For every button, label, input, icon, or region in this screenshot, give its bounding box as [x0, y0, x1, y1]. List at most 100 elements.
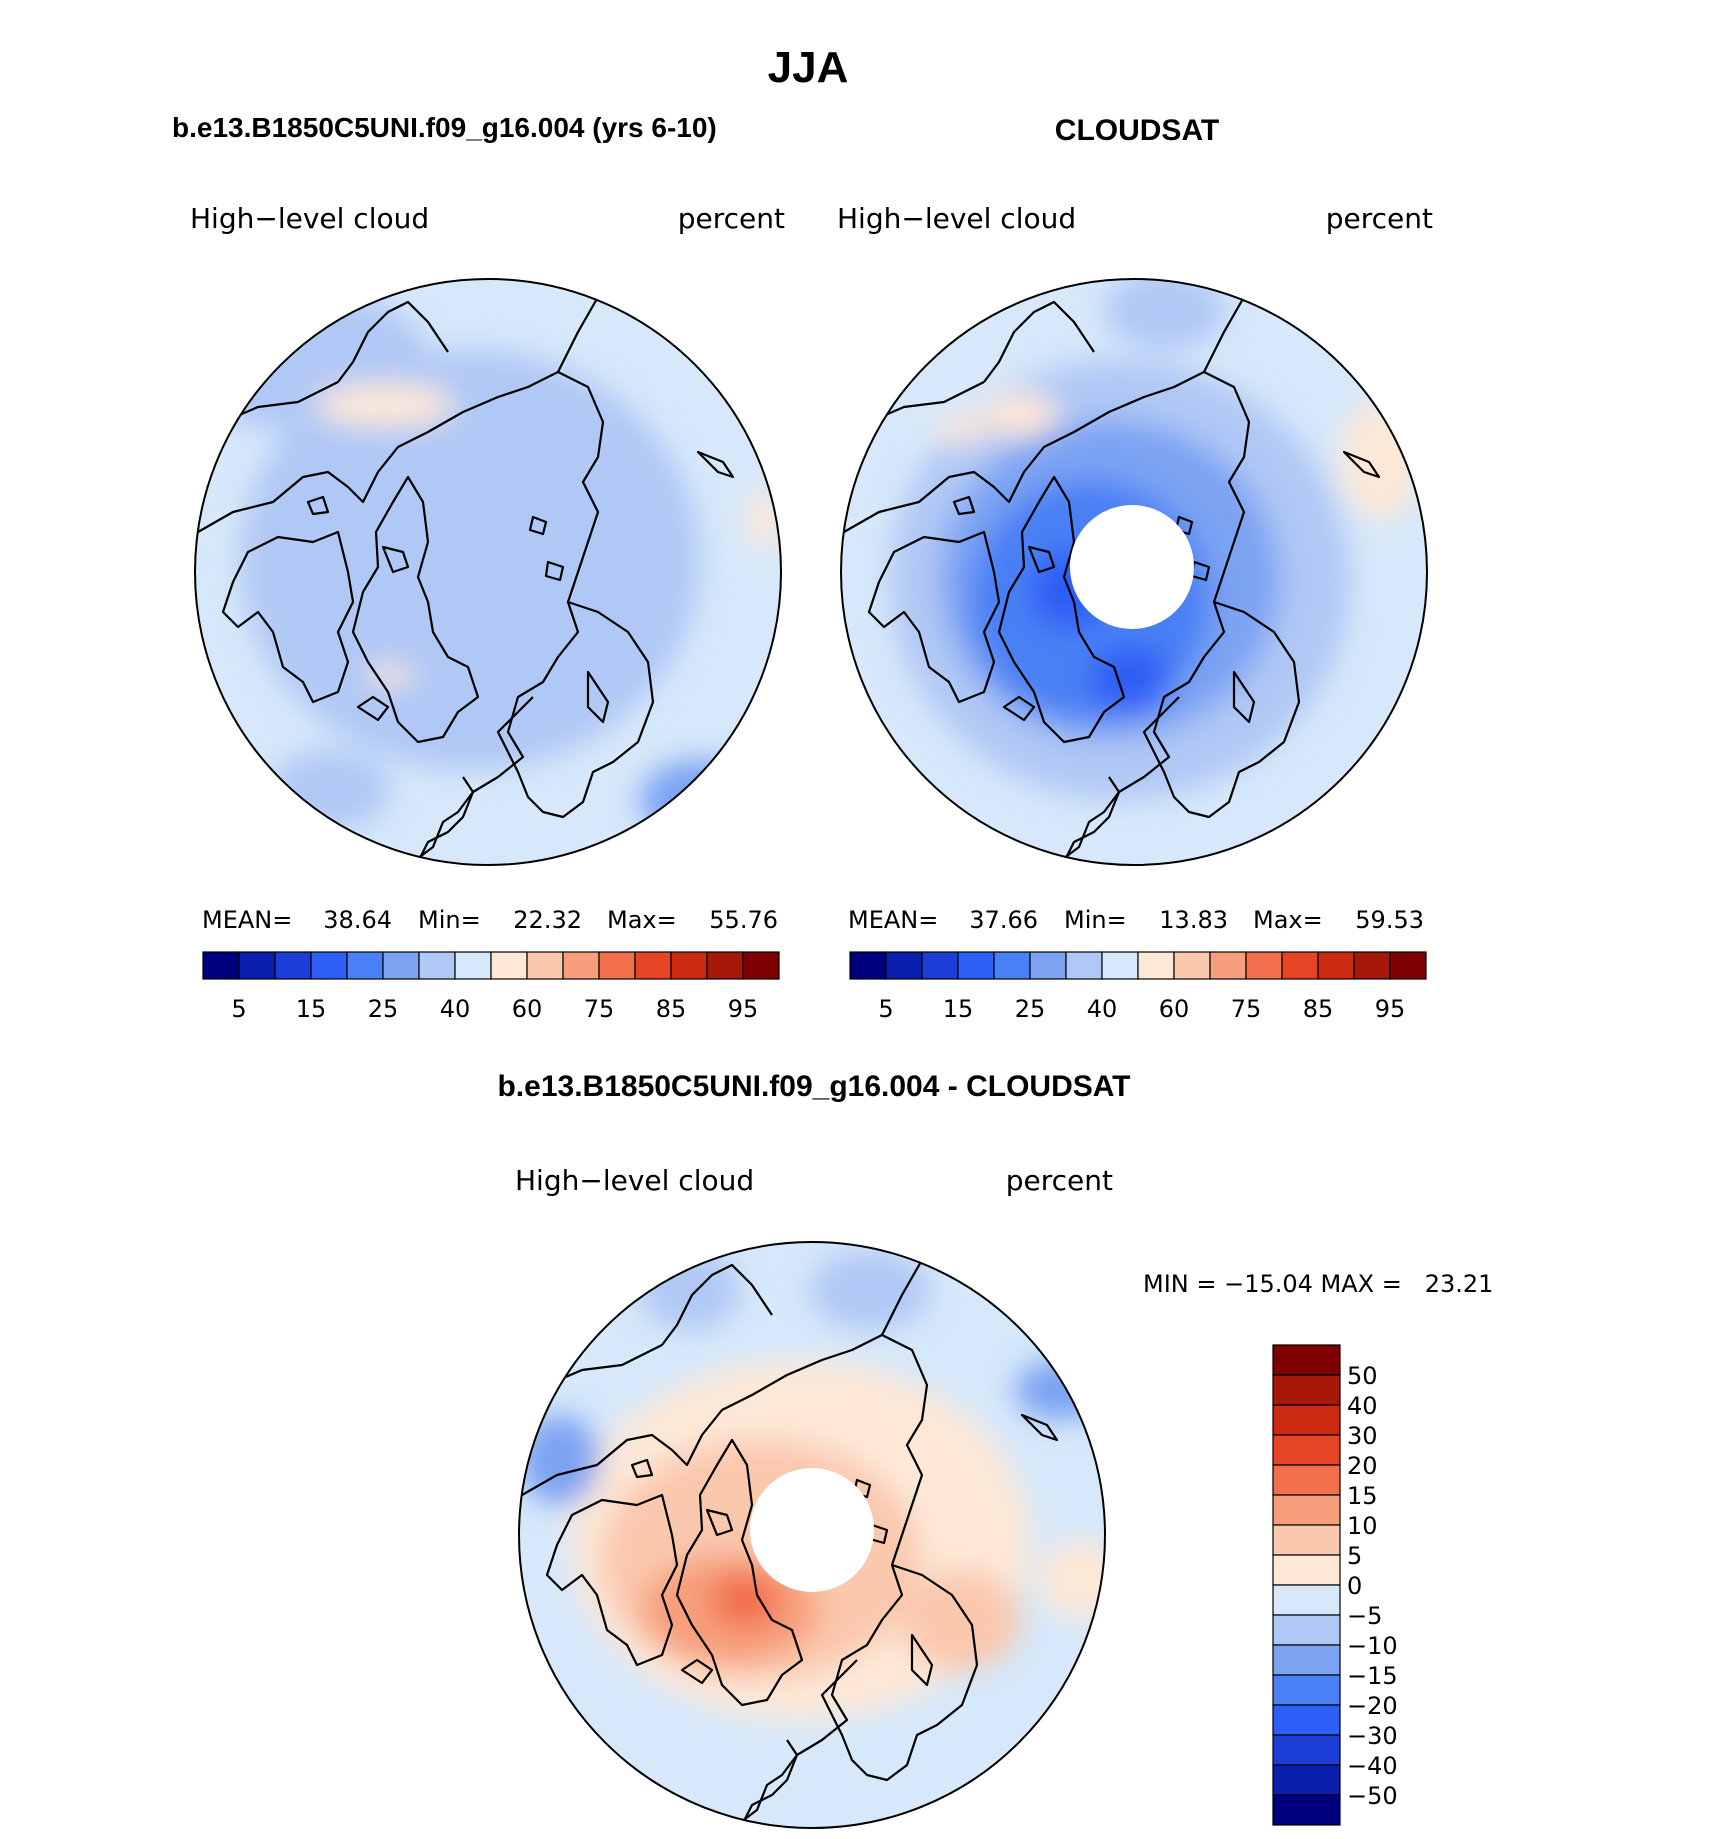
- colorbar-swatch: [562, 951, 600, 980]
- colorbar-tick-label: 5: [878, 995, 893, 1023]
- map-border: [194, 278, 782, 866]
- colorbar-tick-label: −20: [1347, 1692, 1398, 1720]
- panel-obs-variable-label: High−level cloud: [837, 202, 1076, 235]
- colorbar-swatch: [1272, 1374, 1341, 1406]
- panel-obs: CLOUDSAT High−level cloud percent MEAN= …: [837, 114, 1433, 1023]
- colorbar-swatch: [1272, 1734, 1341, 1766]
- colorbar-swatch: [1389, 951, 1427, 980]
- colorbar-tick-label: −5: [1347, 1602, 1382, 1630]
- panel-model-mean-label: MEAN=: [202, 906, 292, 934]
- colorbar-swatch: [1137, 951, 1175, 980]
- colorbar-swatch: [1272, 1764, 1341, 1796]
- contour-region: [640, 760, 760, 840]
- colorbar-tick-label: 60: [512, 995, 543, 1023]
- panel-difference-minmax: MIN = −15.04 MAX = 23.21: [1143, 1270, 1493, 1298]
- colorbar-swatch: [598, 951, 636, 980]
- panel-model-min-value: 22.32: [513, 906, 582, 934]
- colorbar-tick-label: 40: [1347, 1392, 1378, 1420]
- panel-model-min-label: Min=: [418, 906, 481, 934]
- colorbar-swatch: [346, 951, 384, 980]
- contour-region: [747, 490, 781, 550]
- panel-difference-units-label: percent: [1006, 1164, 1113, 1197]
- colorbar-swatch: [1272, 1404, 1341, 1436]
- panel-model-title: b.e13.B1850C5UNI.f09_g16.004 (yrs 6-10): [172, 112, 717, 143]
- colorbar-tick-label: 15: [943, 995, 974, 1023]
- colorbar-swatch: [1209, 951, 1247, 980]
- colorbar-tick-label: 5: [1347, 1542, 1362, 1570]
- colorbar-swatch: [1317, 951, 1355, 980]
- panel-obs-units-label: percent: [1326, 202, 1433, 235]
- no-data-polar-hole: [750, 1468, 874, 1592]
- panel-obs-min-label: Min=: [1064, 906, 1127, 934]
- colorbar-tick-label: 95: [728, 995, 759, 1023]
- panel-model-mean-value: 38.64: [323, 906, 392, 934]
- panel-obs-colorbar-ticks: 5 15 25 40 60 75 85 95: [878, 995, 1405, 1023]
- colorbar-tick-label: 50: [1347, 1362, 1378, 1390]
- colorbar-swatch: [1272, 1434, 1341, 1466]
- panel-difference-colorbar: [1272, 1344, 1341, 1826]
- colorbar-swatch: [1272, 1584, 1341, 1616]
- colorbar-swatch: [526, 951, 564, 980]
- panel-model-variable-label: High−level cloud: [190, 202, 429, 235]
- contour-region: [1040, 1540, 1105, 1620]
- contour-region: [710, 1572, 780, 1628]
- colorbar-swatch: [382, 951, 420, 980]
- colorbar-tick-label: 15: [1347, 1482, 1378, 1510]
- panel-difference-variable-label: High−level cloud: [515, 1164, 754, 1197]
- colorbar-tick-label: 40: [1087, 995, 1118, 1023]
- colorbar-swatch: [1065, 951, 1103, 980]
- colorbar-tick-label: 95: [1375, 995, 1406, 1023]
- panel-obs-map: [841, 279, 1427, 865]
- panel-model: b.e13.B1850C5UNI.f09_g16.004 (yrs 6-10) …: [172, 112, 785, 1023]
- contour-region: [240, 350, 700, 770]
- colorbar-tick-label: 75: [584, 995, 615, 1023]
- colorbar-tick-label: 85: [656, 995, 687, 1023]
- colorbar-swatch: [418, 951, 456, 980]
- figure-title: JJA: [768, 43, 849, 92]
- colorbar-tick-label: −30: [1347, 1722, 1398, 1750]
- colorbar-swatch: [1029, 951, 1067, 980]
- colorbar-swatch: [921, 951, 959, 980]
- colorbar-tick-label: 25: [368, 995, 399, 1023]
- colorbar-tick-label: 15: [296, 995, 327, 1023]
- colorbar-swatch: [274, 951, 312, 980]
- panel-obs-mean-label: MEAN=: [848, 906, 938, 934]
- contour-region: [640, 1250, 740, 1330]
- colorbar-tick-label: −40: [1347, 1752, 1398, 1780]
- colorbar-swatch: [1272, 1494, 1341, 1526]
- colorbar-swatch: [1272, 1794, 1341, 1826]
- contour-region: [935, 415, 985, 445]
- colorbar-swatch: [1272, 1524, 1341, 1556]
- colorbar-swatch: [202, 951, 240, 980]
- colorbar-swatch: [1272, 1344, 1341, 1376]
- panel-obs-mean-value: 37.66: [969, 906, 1038, 934]
- map-border: [840, 278, 1428, 866]
- colorbar-swatch: [1272, 1704, 1341, 1736]
- colorbar-swatch: [1353, 951, 1391, 980]
- no-data-polar-hole: [1070, 505, 1194, 629]
- panel-obs-colorbar: [849, 951, 1427, 980]
- contour-region: [1090, 645, 1170, 715]
- colorbar-tick-label: 40: [440, 995, 471, 1023]
- colorbar-tick-label: −50: [1347, 1782, 1398, 1810]
- colorbar-swatch: [885, 951, 923, 980]
- colorbar-swatch: [1281, 951, 1319, 980]
- colorbar-swatch: [742, 951, 780, 980]
- panel-obs-max-value: 59.53: [1355, 906, 1424, 934]
- panel-model-colorbar: [202, 951, 780, 980]
- colorbar-swatch: [1272, 1554, 1341, 1586]
- colorbar-tick-label: 20: [1347, 1452, 1378, 1480]
- colorbar-swatch: [670, 951, 708, 980]
- colorbar-tick-label: 30: [1347, 1422, 1378, 1450]
- colorbar-tick-label: 5: [231, 995, 246, 1023]
- colorbar-tick-label: 0: [1347, 1572, 1362, 1600]
- colorbar-swatch: [993, 951, 1031, 980]
- contour-region: [1015, 1360, 1105, 1420]
- colorbar-swatch: [706, 951, 744, 980]
- colorbar-swatch: [1245, 951, 1283, 980]
- contour-region: [810, 1250, 930, 1330]
- map-border: [518, 1241, 1106, 1829]
- colorbar-swatch: [238, 951, 276, 980]
- contour-region: [1105, 279, 1225, 350]
